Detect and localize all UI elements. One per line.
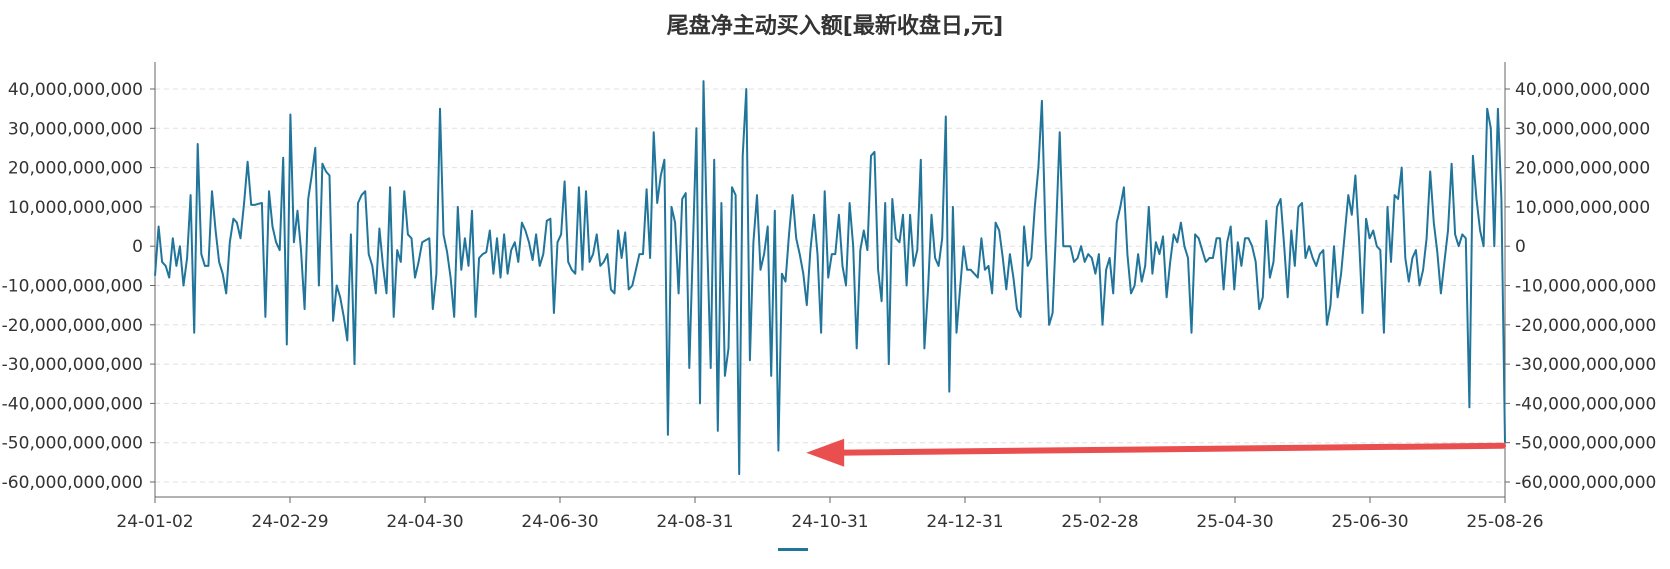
y-tick-label-right: -30,000,000,000 [1515,355,1656,375]
x-tick-label: 24-01-02 [116,512,193,532]
annotation-arrow-shaft [833,442,1506,456]
y-tick-label-left: 30,000,000,000 [8,119,143,139]
legend[interactable] [778,548,808,551]
legend-swatch [778,548,808,551]
annotation-arrow-head [806,438,845,467]
x-tick-label: 25-04-30 [1196,512,1273,532]
y-tick-label-right: 40,000,000,000 [1515,80,1650,100]
x-tick-label: 24-06-30 [521,512,598,532]
x-tick-label: 24-02-29 [251,512,328,532]
y-tick-label-left: 20,000,000,000 [8,159,143,179]
y-tick-label-left: -10,000,000,000 [2,277,143,297]
y-tick-label-right: 0 [1515,237,1526,257]
x-tick-label: 25-02-28 [1061,512,1138,532]
x-tick-label: 24-04-30 [386,512,463,532]
y-tick-label-right: -60,000,000,000 [1515,473,1656,493]
series-line [154,80,1506,476]
y-tick-label-right: -10,000,000,000 [1515,277,1656,297]
y-tick-label-right: -50,000,000,000 [1515,434,1656,454]
y-tick-label-left: -50,000,000,000 [2,434,143,454]
y-tick-label-left: -60,000,000,000 [2,473,143,493]
y-tick-label-right: -40,000,000,000 [1515,394,1656,414]
chart-title: 尾盘净主动买入额[最新收盘日,元] [666,14,1004,39]
y-tick-label-left: 10,000,000,000 [8,198,143,218]
y-tick-label-left: -40,000,000,000 [2,394,143,414]
x-tick-label: 25-06-30 [1331,512,1408,532]
y-tick-label-right: 30,000,000,000 [1515,119,1650,139]
y-tick-label-left: -20,000,000,000 [2,316,143,336]
x-tick-label: 24-10-31 [791,512,868,532]
x-tick-label: 25-08-26 [1466,512,1543,532]
y-tick-label-right: 10,000,000,000 [1515,198,1650,218]
x-tick-label: 24-08-31 [656,512,733,532]
y-tick-label-left: 0 [132,237,143,257]
x-tick-label: 24-12-31 [926,512,1003,532]
y-tick-label-left: -30,000,000,000 [2,355,143,375]
y-tick-label-right: 20,000,000,000 [1515,159,1650,179]
y-tick-label-right: -20,000,000,000 [1515,316,1656,336]
y-tick-label-left: 40,000,000,000 [8,80,143,100]
